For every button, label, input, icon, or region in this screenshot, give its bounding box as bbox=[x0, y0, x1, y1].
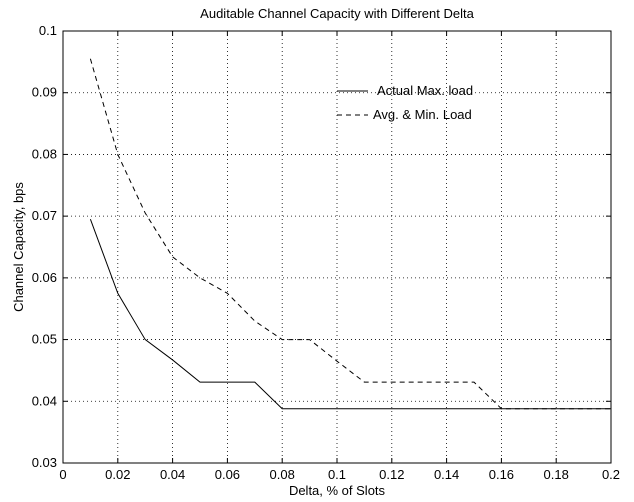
grid bbox=[63, 31, 611, 463]
x-tick-label: 0.02 bbox=[105, 467, 130, 482]
series-line-avg-min-load bbox=[89, 58, 611, 410]
y-tick-label: 0.09 bbox=[32, 85, 57, 100]
x-tick-label: 0.08 bbox=[270, 467, 295, 482]
y-tick-label: 0.06 bbox=[32, 270, 57, 285]
y-tick-label: 0.1 bbox=[39, 23, 57, 38]
y-tick-label: 0.07 bbox=[32, 208, 57, 223]
x-tick-label: 0.16 bbox=[489, 467, 514, 482]
y-tick-label: 0.04 bbox=[32, 393, 57, 408]
y-tick-label: 0.05 bbox=[32, 332, 57, 347]
x-tick-label: 0.18 bbox=[544, 467, 569, 482]
x-tick-label: 0.06 bbox=[215, 467, 240, 482]
y-tick-label: 0.03 bbox=[32, 455, 57, 470]
x-axis-label: Delta, % of Slots bbox=[289, 483, 386, 498]
x-tick-label: 0.1 bbox=[328, 467, 346, 482]
y-tick-label: 0.08 bbox=[32, 146, 57, 161]
y-axis: 0.03 0.04 0.05 0.06 0.07 0.08 0.09 0.1 bbox=[32, 23, 611, 470]
x-tick-label: 0.04 bbox=[160, 467, 185, 482]
x-tick-label: 0.12 bbox=[379, 467, 404, 482]
chart-title: Auditable Channel Capacity with Differen… bbox=[200, 6, 474, 21]
series-line-actual-max-load bbox=[89, 219, 611, 410]
y-axis-label: Channel Capacity, bps bbox=[11, 182, 26, 312]
legend: Actual Max. load Avg. & Min. Load bbox=[337, 83, 473, 122]
legend-label-avg-min-load: Avg. & Min. Load bbox=[373, 107, 472, 122]
x-axis: 0 0.02 0.04 0.06 0.08 0.1 0.12 0.14 0.16 0.18 0.2 bbox=[59, 31, 620, 482]
x-tick-label: 0 bbox=[59, 467, 66, 482]
series-layer bbox=[89, 58, 611, 410]
legend-label-actual-max-load: Actual Max. load bbox=[377, 83, 473, 98]
x-tick-label: 0.14 bbox=[434, 467, 459, 482]
x-tick-label: 0.2 bbox=[602, 467, 620, 482]
